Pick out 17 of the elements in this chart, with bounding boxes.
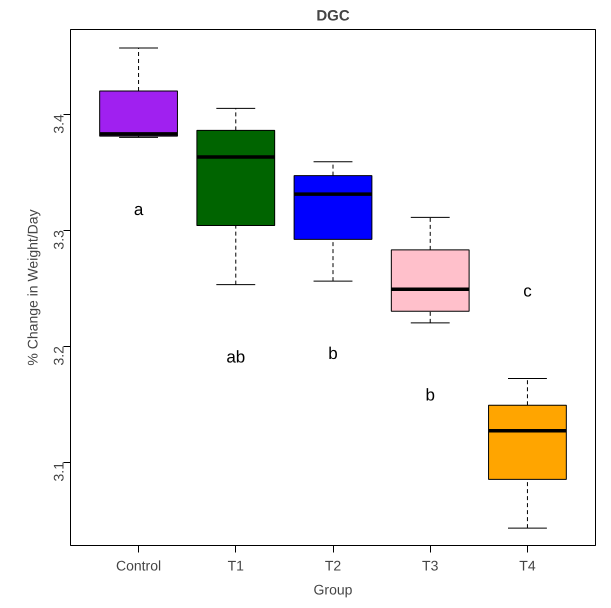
annotation: b [328, 344, 338, 363]
y-axis-title: % Change in Weight/Day [24, 209, 40, 366]
annotation: c [523, 281, 532, 300]
x-tick-label: T3 [422, 558, 439, 574]
y-tick-label: 3.2 [50, 346, 66, 366]
annotation: a [134, 200, 144, 220]
x-axis-title: Group [314, 582, 353, 598]
x-tick-label: T1 [228, 558, 244, 574]
x-tick-label: Control [116, 558, 162, 574]
annotation: ab [226, 347, 246, 366]
x-tick-label: T2 [324, 558, 342, 574]
y-tick-label: 3.1 [50, 462, 66, 482]
annotation: b [425, 386, 435, 405]
x-tick-label: T4 [519, 558, 536, 574]
y-tick-label: 3.3 [50, 230, 66, 250]
y-tick-label: 3.4 [50, 114, 66, 134]
chart-title: DGC [316, 8, 350, 24]
